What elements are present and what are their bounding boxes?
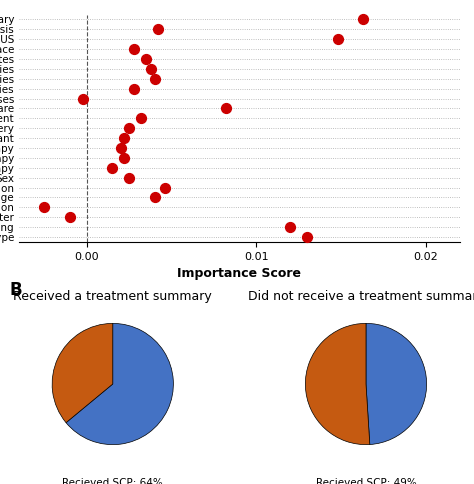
Point (80, 95, 87, 103)
Point (125, 174, 133, 182)
Point (137, 114, 145, 122)
Text: Recieved SCP: 64%
No SCP: 36%: Recieved SCP: 64% No SCP: 36% (63, 478, 163, 484)
Point (117, 144, 125, 152)
X-axis label: Importance Score: Importance Score (177, 267, 301, 280)
Point (359, 15, 367, 23)
Point (120, 134, 128, 142)
Text: B: B (9, 281, 22, 299)
Point (303, 233, 311, 241)
Wedge shape (66, 323, 173, 445)
Point (147, 65, 155, 73)
Point (286, 223, 294, 231)
Point (151, 194, 158, 201)
Point (120, 154, 128, 162)
Point (125, 124, 133, 132)
Point (109, 164, 116, 172)
Point (142, 55, 150, 63)
Point (154, 26, 162, 33)
Wedge shape (52, 323, 113, 423)
Text: Recieved SCP: 49%
No SCP: 51%: Recieved SCP: 49% No SCP: 51% (316, 478, 416, 484)
Title: Received a treatment summary: Received a treatment summary (13, 290, 212, 303)
Point (41, 203, 48, 211)
Point (222, 105, 229, 112)
Point (66, 213, 73, 221)
Point (334, 35, 341, 43)
Point (151, 75, 158, 83)
Point (161, 183, 169, 191)
Wedge shape (366, 323, 427, 444)
Point (130, 45, 138, 53)
Point (130, 85, 138, 92)
Wedge shape (305, 323, 370, 445)
Title: Did not receive a treatment summary: Did not receive a treatment summary (247, 290, 474, 303)
